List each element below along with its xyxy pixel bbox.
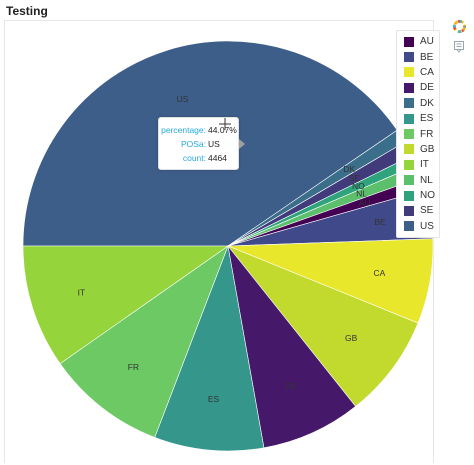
slice-label-fr: FR [128, 362, 139, 372]
tooltip-value-count: 4464 [208, 153, 227, 163]
tooltip-row-count: count: 4464 [161, 151, 238, 165]
legend-swatch [404, 36, 414, 47]
chart-legend: AU BE CA DE DK ES FR GB IT NL NO SE US [396, 30, 440, 239]
legend-swatch [404, 221, 414, 232]
tooltip-value-percentage: 44.07% [208, 125, 237, 135]
legend-label: GB [420, 143, 435, 155]
tooltip-key-percentage: percentage: [161, 125, 206, 135]
hover-tool-icon[interactable] [454, 41, 464, 53]
legend-item-dk[interactable]: DK [404, 96, 439, 111]
legend-item-us[interactable]: US [404, 219, 439, 234]
legend-item-it[interactable]: IT [404, 157, 439, 172]
slice-label-it: IT [78, 287, 86, 297]
bokeh-logo-icon[interactable] [452, 20, 466, 33]
pie-slice-fr[interactable] [59, 245, 229, 438]
legend-item-es[interactable]: ES [404, 111, 439, 126]
legend-item-be[interactable]: BE [404, 49, 439, 64]
legend-label: DK [420, 97, 434, 109]
crosshair-cursor-icon [219, 118, 231, 130]
legend-item-nl[interactable]: NL [404, 173, 439, 188]
slice-label-au: AU [359, 197, 371, 207]
legend-swatch [404, 144, 414, 155]
legend-label: BE [420, 51, 434, 63]
pie-slice-de[interactable] [227, 245, 357, 449]
legend-label: CA [420, 66, 434, 78]
legend-label: FR [420, 128, 434, 140]
legend-swatch [404, 159, 414, 170]
tooltip-value-posa: US [208, 139, 220, 149]
slice-label-se: SE [349, 173, 361, 183]
legend-label: NL [420, 174, 433, 186]
legend-label: US [420, 220, 434, 232]
legend-swatch [404, 129, 414, 140]
plot-toolbar [452, 20, 466, 53]
legend-label: NO [420, 190, 435, 202]
pie-slice-es[interactable] [154, 244, 265, 452]
legend-item-de[interactable]: DE [404, 80, 439, 95]
legend-label: DE [420, 82, 434, 94]
slice-label-gb: GB [345, 333, 358, 343]
slice-label-us: US [177, 94, 189, 104]
legend-label: SE [420, 205, 434, 217]
legend-item-au[interactable]: AU [404, 34, 439, 49]
legend-item-ca[interactable]: CA [404, 65, 439, 80]
legend-swatch [404, 175, 414, 186]
legend-swatch [404, 52, 414, 63]
legend-label: IT [420, 159, 429, 171]
slice-label-nl: NL [356, 189, 367, 199]
legend-label: AU [420, 36, 434, 48]
slice-label-dk: DK [343, 164, 355, 174]
legend-swatch [404, 67, 414, 78]
slice-label-de: DE [285, 381, 297, 391]
legend-item-se[interactable]: SE [404, 203, 439, 218]
hover-tooltip: percentage: 44.07% POSa: US count: 4464 [158, 117, 245, 170]
legend-item-no[interactable]: NO [404, 188, 439, 203]
tooltip-row-percentage: percentage: 44.07% [161, 123, 238, 137]
chart-title: Testing [6, 4, 48, 18]
slice-label-be: BE [374, 217, 386, 227]
legend-swatch [404, 190, 414, 201]
legend-label: ES [420, 113, 434, 125]
legend-item-fr[interactable]: FR [404, 126, 439, 141]
pie-slices [22, 40, 434, 452]
legend-swatch [404, 205, 414, 216]
legend-item-gb[interactable]: GB [404, 142, 439, 157]
tooltip-key-posa: POSa: [180, 139, 206, 149]
plot-frame [4, 20, 434, 463]
legend-swatch [404, 113, 414, 124]
pie-slice-gb[interactable] [227, 245, 419, 407]
slice-label-ca: CA [373, 268, 385, 278]
legend-swatch [404, 98, 414, 109]
slice-label-es: ES [208, 394, 220, 404]
slice-label-no: NO [352, 181, 365, 191]
tooltip-row-posa: POSa: US [161, 137, 238, 151]
tooltip-key-count: count: [182, 153, 206, 163]
pie-slice-it[interactable] [22, 245, 229, 365]
legend-swatch [404, 82, 414, 93]
